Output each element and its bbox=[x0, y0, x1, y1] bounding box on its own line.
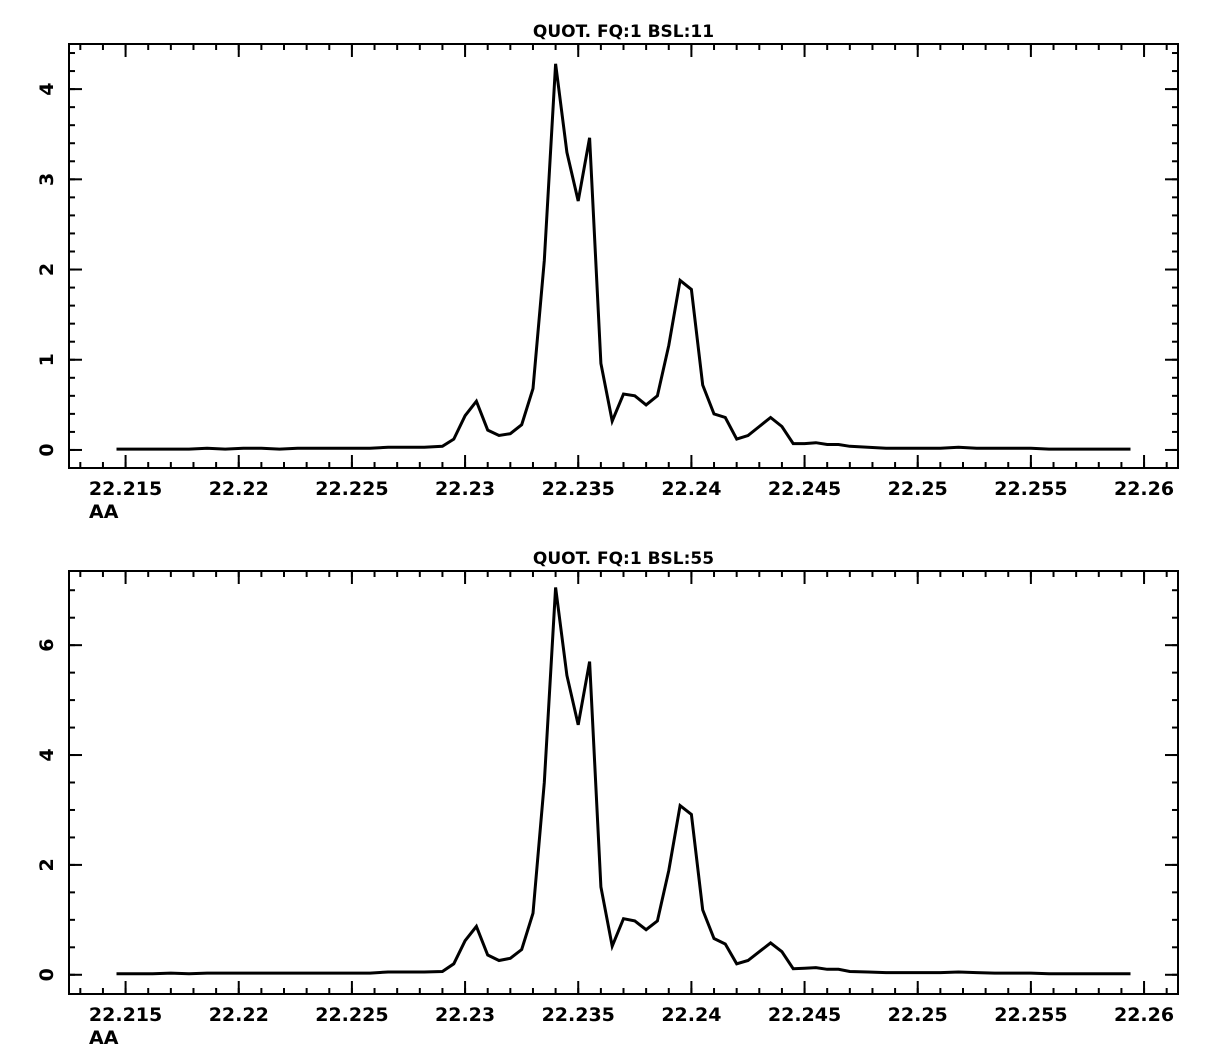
x-tick-label: 22.225 bbox=[315, 1004, 388, 1026]
x-tick-label: 22.25 bbox=[888, 1004, 948, 1026]
chart-panel-2: QUOT. FQ:1 BSL:55 22.215 22.22 22.225 22.23 2… bbox=[36, 549, 1179, 1049]
x-tick-label: 22.22 bbox=[209, 478, 269, 500]
chart-title: QUOT. FQ:1 BSL:55 bbox=[533, 549, 714, 569]
x-tick-label: 22.26 bbox=[1114, 478, 1174, 500]
x-tick-label: 22.255 bbox=[994, 478, 1067, 500]
x-tick-label: 22.215 bbox=[89, 478, 162, 500]
x-tick-label: 22.215 bbox=[89, 1004, 162, 1026]
x-tick-label: 22.235 bbox=[542, 478, 615, 500]
x-tick-label: 22.26 bbox=[1114, 1004, 1174, 1026]
x-tick-label: 22.25 bbox=[888, 478, 948, 500]
y-tick-label: 1 bbox=[36, 353, 58, 366]
x-axis-label: AA bbox=[89, 1027, 119, 1049]
x-tick-label: 22.22 bbox=[209, 1004, 269, 1026]
x-tick-label: 22.23 bbox=[435, 1004, 495, 1026]
chart-title: QUOT. FQ:1 BSL:11 bbox=[533, 22, 714, 42]
y-tick-label: 2 bbox=[36, 263, 58, 276]
y-tick-label: 4 bbox=[36, 82, 58, 95]
y-tick-label: 6 bbox=[36, 639, 58, 652]
chart-panel-1: QUOT. FQ:1 BSL:11 22.215 22.22 22.225 22.23 2… bbox=[36, 22, 1179, 523]
data-line bbox=[116, 587, 1131, 976]
plot-frame bbox=[68, 43, 1179, 469]
y-tick-label: 0 bbox=[36, 968, 58, 981]
y-tick-label: 0 bbox=[36, 443, 58, 456]
x-tick-label: 22.245 bbox=[768, 1004, 841, 1026]
y-tick-label: 4 bbox=[36, 748, 58, 761]
y-tick-label: 2 bbox=[36, 858, 58, 871]
data-line bbox=[116, 63, 1131, 451]
x-axis-label: AA bbox=[89, 501, 119, 523]
x-tick-label: 22.235 bbox=[542, 1004, 615, 1026]
x-tick-label: 22.24 bbox=[661, 478, 721, 500]
x-tick-label: 22.245 bbox=[768, 478, 841, 500]
y-tick-label: 3 bbox=[36, 173, 58, 186]
x-tick-label: 22.255 bbox=[994, 1004, 1067, 1026]
x-tick-label: 22.23 bbox=[435, 478, 495, 500]
x-tick-label: 22.225 bbox=[315, 478, 388, 500]
x-tick-label: 22.24 bbox=[661, 1004, 721, 1026]
plot-frame bbox=[68, 570, 1179, 995]
